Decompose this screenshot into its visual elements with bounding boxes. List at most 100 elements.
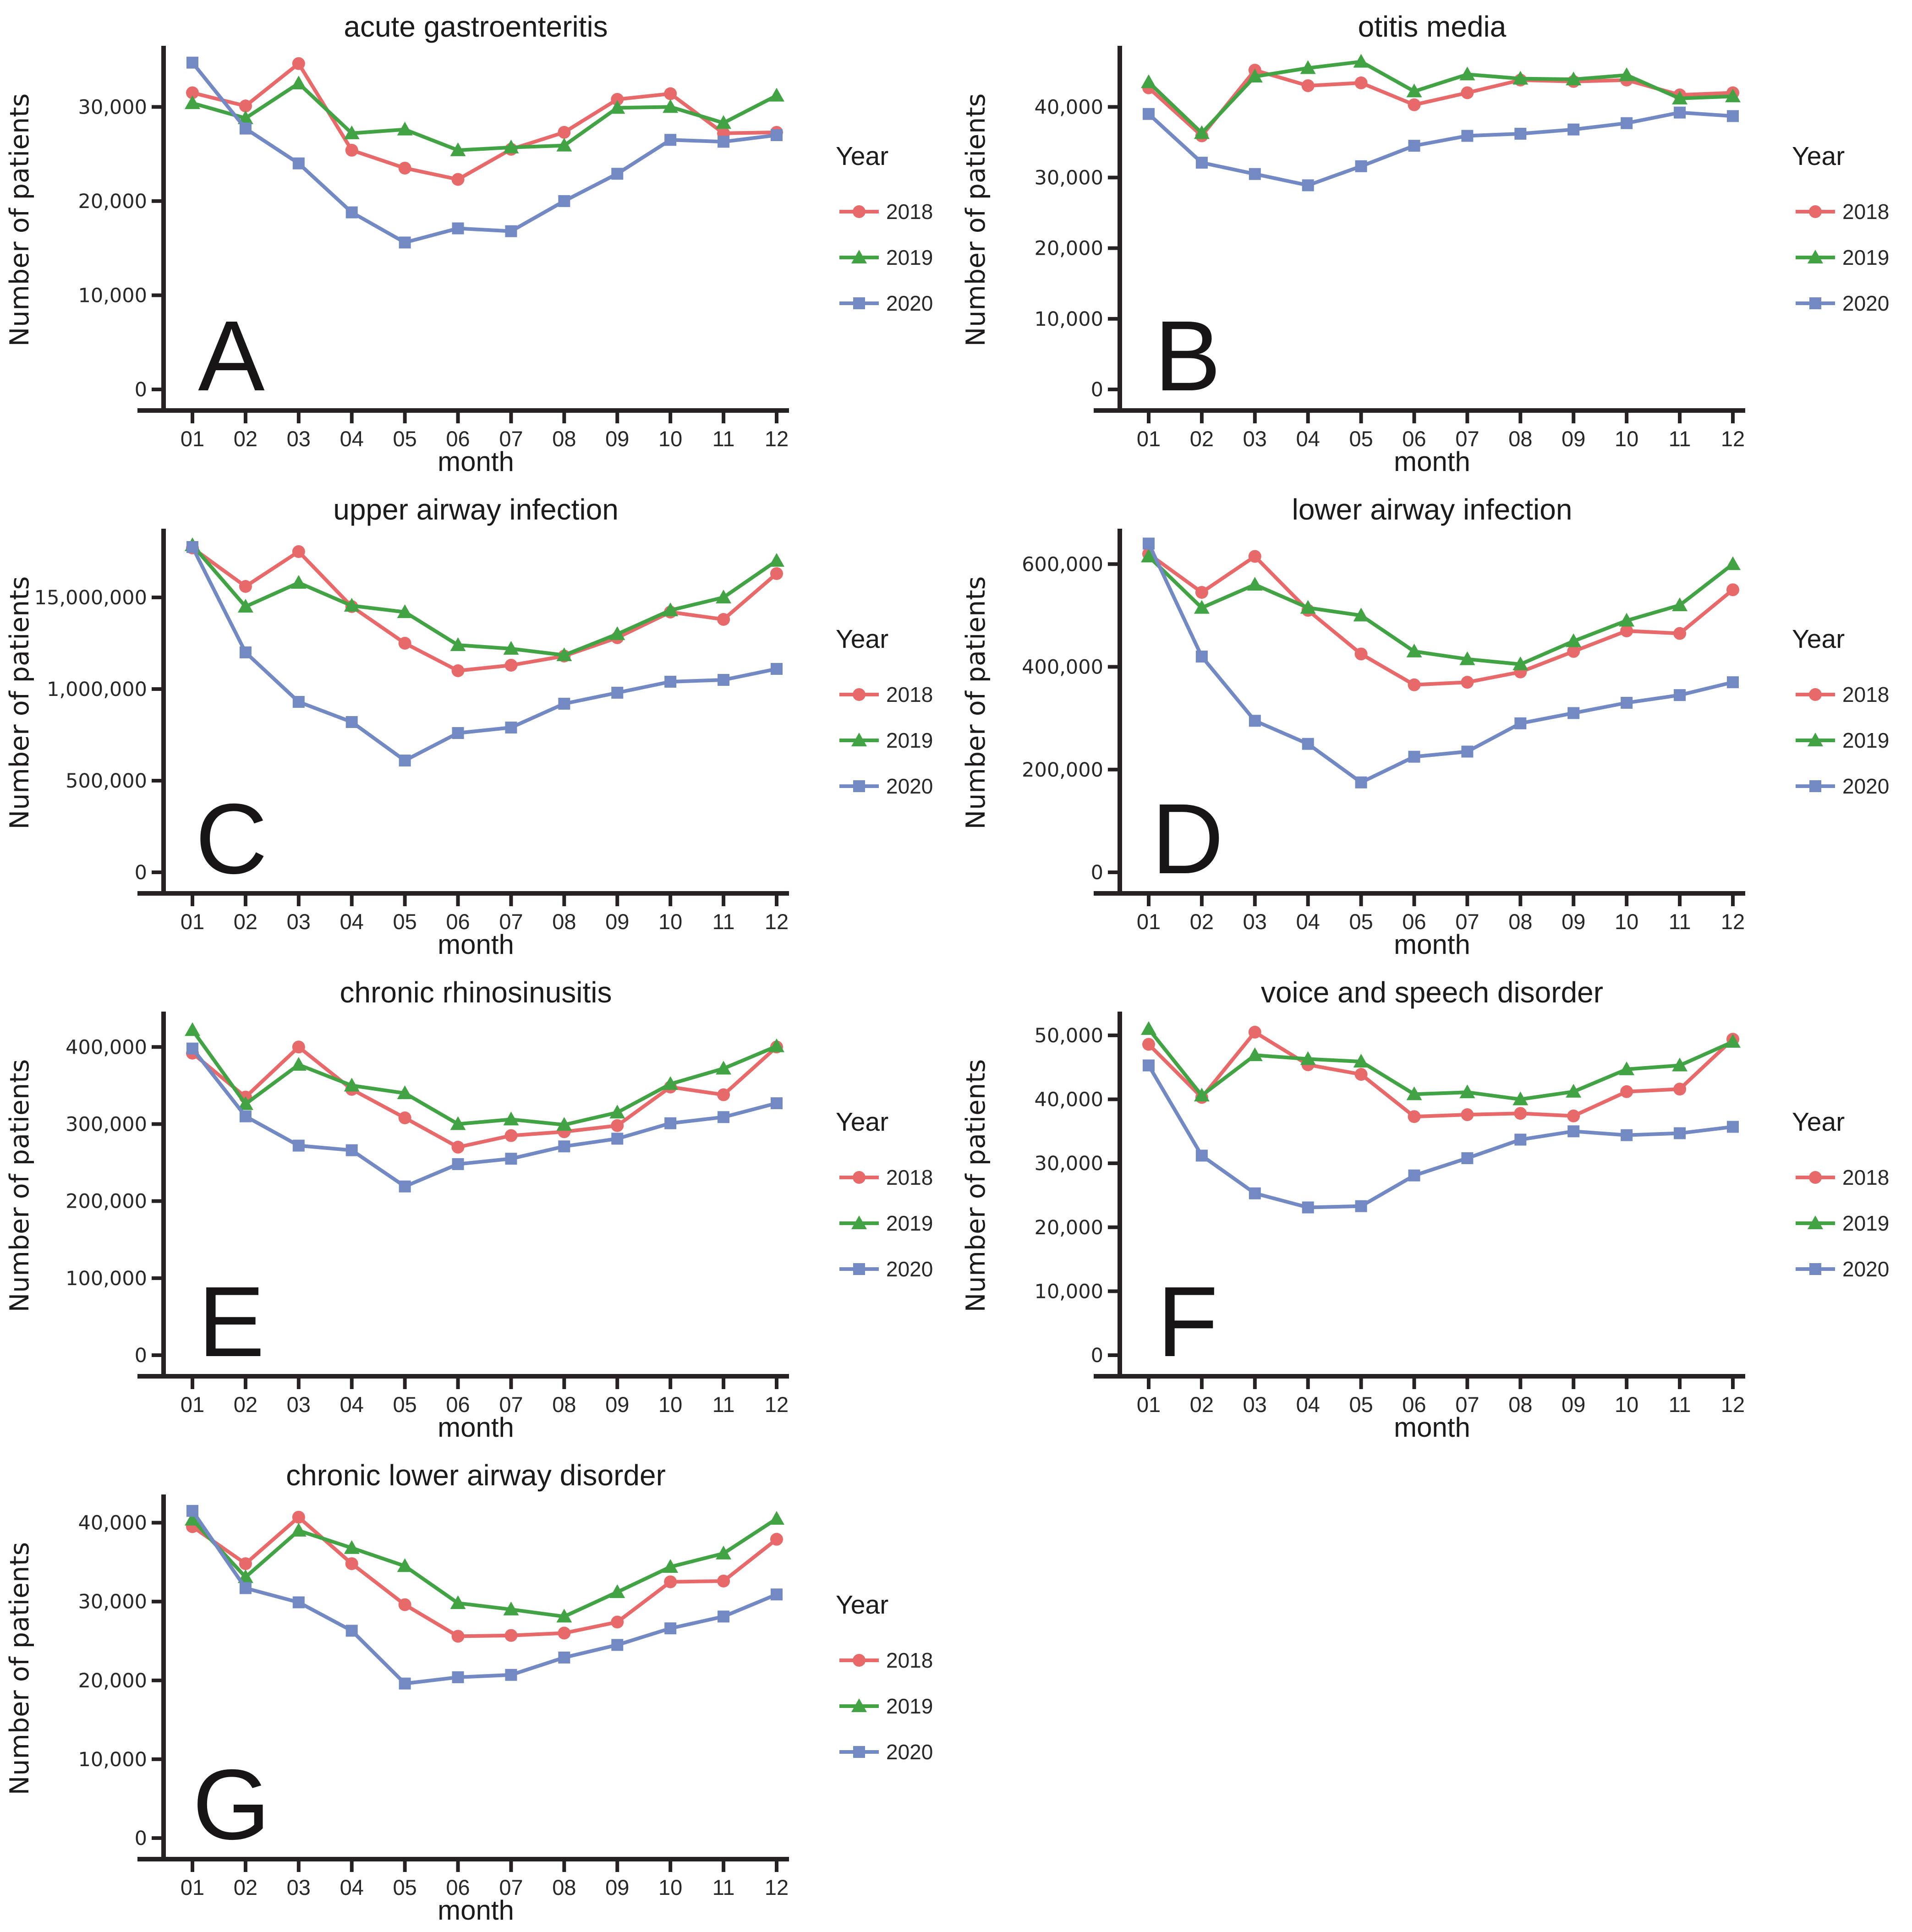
x-tick-label: 05 bbox=[393, 909, 416, 934]
marker-2019 bbox=[344, 125, 360, 139]
marker-2019 bbox=[1194, 1088, 1210, 1102]
legend-label: 2019 bbox=[886, 728, 933, 752]
x-tick-label: 11 bbox=[712, 909, 735, 934]
series-2020-line bbox=[191, 545, 778, 762]
legend-title: Year bbox=[836, 1590, 888, 1620]
marker-2020 bbox=[1143, 1059, 1155, 1072]
x-axis-title: month bbox=[438, 1412, 514, 1443]
x-tick-label: 02 bbox=[234, 1392, 257, 1417]
legend-label: 2019 bbox=[886, 1694, 933, 1718]
marker-2019 bbox=[1512, 71, 1529, 85]
y-tick-label: 40,000 bbox=[1035, 1089, 1103, 1111]
series-2018-line bbox=[191, 1515, 778, 1638]
marker-2018 bbox=[611, 1119, 624, 1132]
legend-key-square-icon bbox=[1809, 780, 1821, 792]
marker-2020 bbox=[1143, 537, 1155, 550]
marker-2020 bbox=[239, 1110, 252, 1122]
marker-2020 bbox=[1621, 117, 1633, 129]
marker-2019 bbox=[1672, 1057, 1688, 1072]
marker-2020 bbox=[1249, 715, 1261, 727]
legend-label: 2019 bbox=[1842, 728, 1889, 752]
marker-2019 bbox=[1353, 1054, 1369, 1068]
legend-key-triangle-icon bbox=[851, 733, 867, 746]
x-tick-label: 05 bbox=[1349, 909, 1373, 934]
y-axis-title: Number of patients bbox=[961, 576, 991, 830]
legend-key-square-icon bbox=[1809, 297, 1821, 309]
marker-2019 bbox=[663, 602, 679, 616]
panel-e-chart: chronic rhinosinusitis 0 100,000 200,000 300… bbox=[5, 976, 933, 1443]
marker-2020 bbox=[1567, 1125, 1580, 1138]
marker-2020 bbox=[399, 1677, 411, 1690]
marker-2018 bbox=[1408, 678, 1421, 691]
x-tick-label: 06 bbox=[1402, 1392, 1426, 1417]
marker-2020 bbox=[718, 1610, 730, 1623]
series-2019-line bbox=[1147, 1027, 1735, 1101]
marker-2020 bbox=[558, 195, 570, 207]
marker-2019 bbox=[503, 1111, 519, 1126]
legend-title: Year bbox=[836, 1107, 888, 1137]
marker-2019 bbox=[1141, 1021, 1156, 1035]
marker-2020 bbox=[1727, 1121, 1739, 1133]
series-2019-line bbox=[1147, 554, 1735, 666]
y-axis-title: Number of patients bbox=[5, 93, 35, 347]
series-2020-line bbox=[1147, 1063, 1735, 1210]
chart-title: lower airway infection bbox=[1292, 493, 1572, 526]
y-tick-label: 30,000 bbox=[1035, 1152, 1103, 1175]
x-tick-label: 03 bbox=[287, 1875, 311, 1899]
marker-2019 bbox=[503, 641, 519, 655]
marker-2020 bbox=[505, 1153, 517, 1165]
marker-2019 bbox=[397, 604, 413, 618]
marker-2019 bbox=[1300, 1051, 1316, 1065]
marker-2018 bbox=[558, 1626, 571, 1640]
x-tick-label: 01 bbox=[1137, 909, 1161, 934]
legend-key-triangle-icon bbox=[851, 1215, 867, 1229]
x-tick-label: 06 bbox=[1402, 427, 1426, 451]
marker-2019 bbox=[1566, 1084, 1582, 1098]
marker-2019 bbox=[609, 1105, 625, 1119]
marker-2019 bbox=[609, 626, 625, 640]
x-tick-label: 09 bbox=[605, 427, 629, 451]
marker-2019 bbox=[237, 1096, 253, 1110]
marker-2019 bbox=[450, 1116, 466, 1130]
series-2018-line bbox=[191, 546, 778, 673]
x-tick-label: 05 bbox=[393, 427, 416, 451]
marker-2019 bbox=[450, 637, 466, 651]
x-tick-label: 04 bbox=[340, 1875, 364, 1899]
marker-2019 bbox=[1725, 88, 1741, 103]
marker-2019 bbox=[237, 110, 253, 124]
marker-2020 bbox=[1461, 745, 1474, 758]
legend-label: 2020 bbox=[1842, 774, 1889, 798]
marker-2018 bbox=[1673, 627, 1687, 640]
marker-2018 bbox=[186, 86, 199, 99]
marker-2019 bbox=[556, 1117, 572, 1131]
x-tick-label: 02 bbox=[234, 909, 257, 934]
panel-letter: D bbox=[1151, 783, 1223, 895]
marker-2018 bbox=[1461, 86, 1474, 99]
marker-2020 bbox=[1461, 130, 1474, 142]
marker-2018 bbox=[292, 545, 305, 558]
y-tick-label: 30,000 bbox=[78, 96, 147, 119]
marker-2018 bbox=[292, 57, 305, 70]
y-tick-label: 200,000 bbox=[1022, 759, 1103, 782]
x-tick-label: 06 bbox=[446, 427, 470, 451]
x-tick-label: 01 bbox=[181, 1392, 204, 1417]
marker-2018 bbox=[1248, 550, 1261, 563]
y-tick-label: 200,000 bbox=[66, 1190, 147, 1213]
x-tick-label: 08 bbox=[1508, 1392, 1532, 1417]
x-tick-label: 03 bbox=[1243, 909, 1267, 934]
marker-2018 bbox=[1461, 676, 1474, 689]
marker-2018 bbox=[664, 1575, 677, 1588]
legend-title: Year bbox=[836, 142, 888, 171]
panel-letter: F bbox=[1157, 1266, 1218, 1378]
y-tick-label: 0 bbox=[135, 861, 147, 884]
marker-2019 bbox=[769, 553, 784, 567]
marker-2019 bbox=[503, 139, 519, 153]
x-tick-label: 02 bbox=[1190, 909, 1214, 934]
legend-label: 2020 bbox=[886, 1740, 933, 1764]
marker-2020 bbox=[1567, 123, 1580, 136]
x-tick-label: 09 bbox=[1561, 427, 1585, 451]
legend-label: 2019 bbox=[886, 246, 933, 269]
marker-2019 bbox=[1619, 1061, 1635, 1075]
marker-2020 bbox=[1302, 738, 1314, 750]
